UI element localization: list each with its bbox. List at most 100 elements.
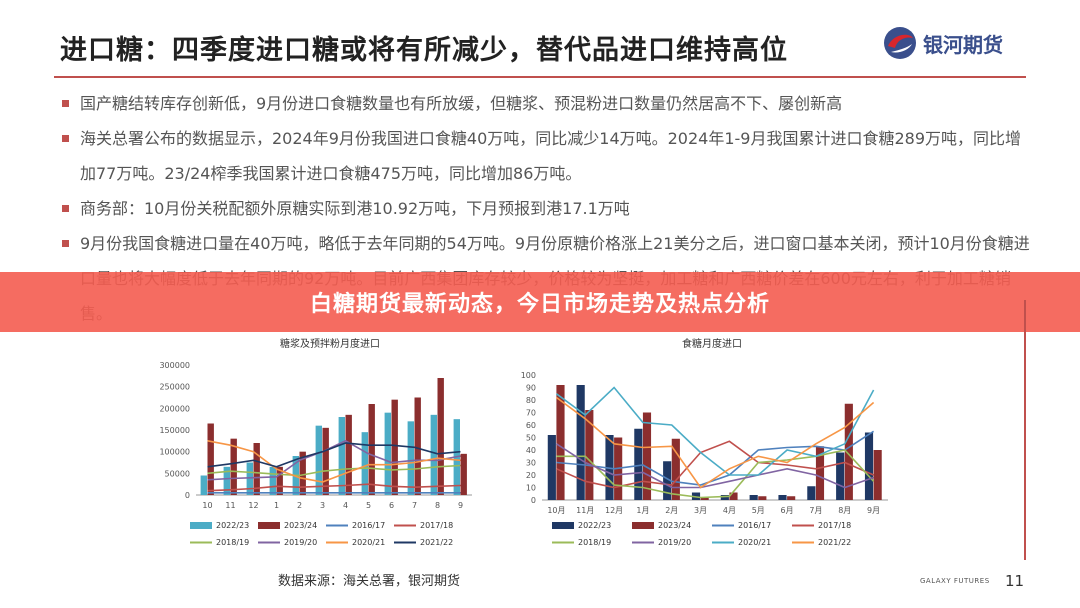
galaxy-futures-logo: 银河期货 [883, 26, 1003, 60]
legend-label: 2019/20 [658, 538, 691, 547]
bar-2023/24 [345, 414, 352, 495]
bar-2023/24 [585, 410, 594, 500]
bar-2023/24 [207, 423, 214, 495]
bar-2022/23 [778, 495, 787, 500]
x-tick-label: 4 [343, 501, 348, 510]
bar-2022/23 [864, 432, 874, 500]
x-tick-label: 8月 [838, 506, 851, 515]
bar-2023/24 [556, 385, 565, 500]
x-tick-label: 3 [320, 501, 325, 510]
bullet-item: 商务部：10月份关税配额外原糖实际到港10.92万吨，下月预报到港17.1万吨 [60, 191, 1030, 226]
bar-2023/24 [642, 412, 652, 500]
legend-label: 2016/17 [352, 521, 385, 530]
y-tick-label: 150000 [159, 426, 190, 435]
bar-2023/24 [815, 446, 825, 500]
legend-label: 2021/22 [420, 538, 453, 547]
bar-2022/23 [836, 452, 845, 500]
series-line-2018/19 [556, 449, 875, 499]
x-tick-label: 12 [248, 501, 258, 510]
x-tick-label: 6 [389, 501, 394, 510]
legend-swatch-2022/23 [190, 522, 212, 529]
bar-2023/24 [844, 403, 853, 500]
bar-2022/23 [200, 475, 207, 495]
bullet-item: 海关总署公布的数据显示，2024年9月份我国进口食糖40万吨，同比减少14万吨。… [60, 121, 1030, 191]
y-tick-label: 60 [526, 421, 536, 430]
legend-label: 2021/22 [818, 538, 851, 547]
x-tick-label: 12月 [605, 506, 623, 515]
y-tick-label: 70 [526, 409, 536, 418]
slide-title: 进口糖：四季度进口糖或将有所减少，替代品进口维持高位 [60, 35, 788, 66]
bar-2023/24 [700, 497, 709, 500]
legend-label: 2018/19 [578, 538, 611, 547]
legend-label: 2017/18 [420, 521, 453, 530]
series-line-2021/22 [555, 396, 875, 489]
series-line-2020/21 [207, 440, 461, 483]
bar-2023/24 [758, 496, 767, 500]
y-tick-label: 40 [526, 446, 536, 455]
legend-swatch-2023/24 [632, 522, 654, 529]
x-tick-label: 5 [366, 501, 371, 510]
bar-2022/23 [547, 435, 556, 500]
series-line-2018/19 [207, 464, 461, 477]
x-tick-label: 7月 [809, 506, 822, 515]
legend-label: 2022/23 [578, 521, 611, 530]
syrup-premix-import-chart: 糖浆及预拌粉月度进口 0 50000 100000 150000 200000 250000… [159, 337, 472, 547]
x-tick-label: 2月 [665, 506, 678, 515]
bar-2023/24 [437, 378, 444, 495]
series-line-2019/20 [555, 443, 874, 489]
bar-2022/23 [720, 495, 729, 500]
y-tick-label: 20 [526, 471, 536, 480]
bar-2023/24 [729, 492, 738, 500]
x-tick-label: 1月 [636, 506, 649, 515]
chart-title: 食糖月度进口 [682, 337, 742, 350]
x-tick-label: 9月 [867, 506, 880, 515]
bar-2023/24 [253, 443, 260, 495]
legend-label: 2019/20 [284, 538, 317, 547]
bar-2022/23 [384, 412, 391, 495]
y-tick-label: 50 [526, 434, 536, 443]
galaxy-logo-icon [884, 27, 916, 59]
bar-2022/23 [576, 385, 585, 500]
y-tick-label: 0 [185, 491, 190, 500]
legend-label: 2020/21 [352, 538, 385, 547]
bar-2023/24 [276, 466, 283, 495]
y-tick-label: 100000 [159, 448, 190, 457]
y-tick-label: 200000 [159, 404, 190, 413]
bar-2022/23 [361, 432, 368, 495]
x-tick-label: 10 [202, 501, 212, 510]
bar-2023/24 [671, 438, 680, 500]
legend-label: 2023/24 [658, 521, 691, 530]
bar-2023/24 [873, 450, 882, 500]
bar-2022/23 [246, 462, 253, 495]
bar-2022/23 [807, 486, 816, 500]
y-tick-label: 10 [526, 484, 536, 493]
y-tick-label: 30 [526, 459, 536, 468]
bar-2022/23 [634, 428, 643, 500]
banner-text: 白糖期货最新动态，今日市场走势及热点分析 [309, 292, 770, 317]
logo-text: 银河期货 [923, 32, 1003, 57]
bar-2023/24 [787, 496, 796, 500]
x-tick-label: 2 [297, 501, 302, 510]
series-line-2019/20 [207, 439, 461, 481]
page-number: 11 [1005, 572, 1025, 590]
bar-2022/23 [338, 417, 345, 495]
right-border-line [1024, 300, 1026, 560]
y-tick-label: 50000 [165, 469, 190, 478]
series-line-2017/18 [556, 440, 874, 489]
bar-2023/24 [391, 399, 398, 495]
bar-2023/24 [460, 453, 467, 495]
bar-2022/23 [430, 414, 437, 495]
x-tick-label: 6月 [781, 506, 794, 515]
series-line-2021/22 [207, 442, 461, 468]
x-tick-label: 11 [225, 501, 235, 510]
x-tick-label: 11月 [576, 506, 594, 515]
y-tick-label: 100 [521, 371, 536, 380]
data-source: 数据来源：海关总署，银河期货 [278, 574, 461, 589]
legend-label: 2023/24 [284, 521, 317, 530]
bullet-item: 国产糖结转库存创新低，9月份进口食糖数量也有所放缓，但糖浆、预混粉进口数量仍然居… [60, 86, 1030, 121]
title-divider [54, 76, 1026, 78]
bar-2023/24 [368, 404, 375, 495]
series-line-2020/21 [555, 386, 875, 476]
bar-2023/24 [414, 397, 421, 495]
bar-2022/23 [749, 495, 758, 500]
